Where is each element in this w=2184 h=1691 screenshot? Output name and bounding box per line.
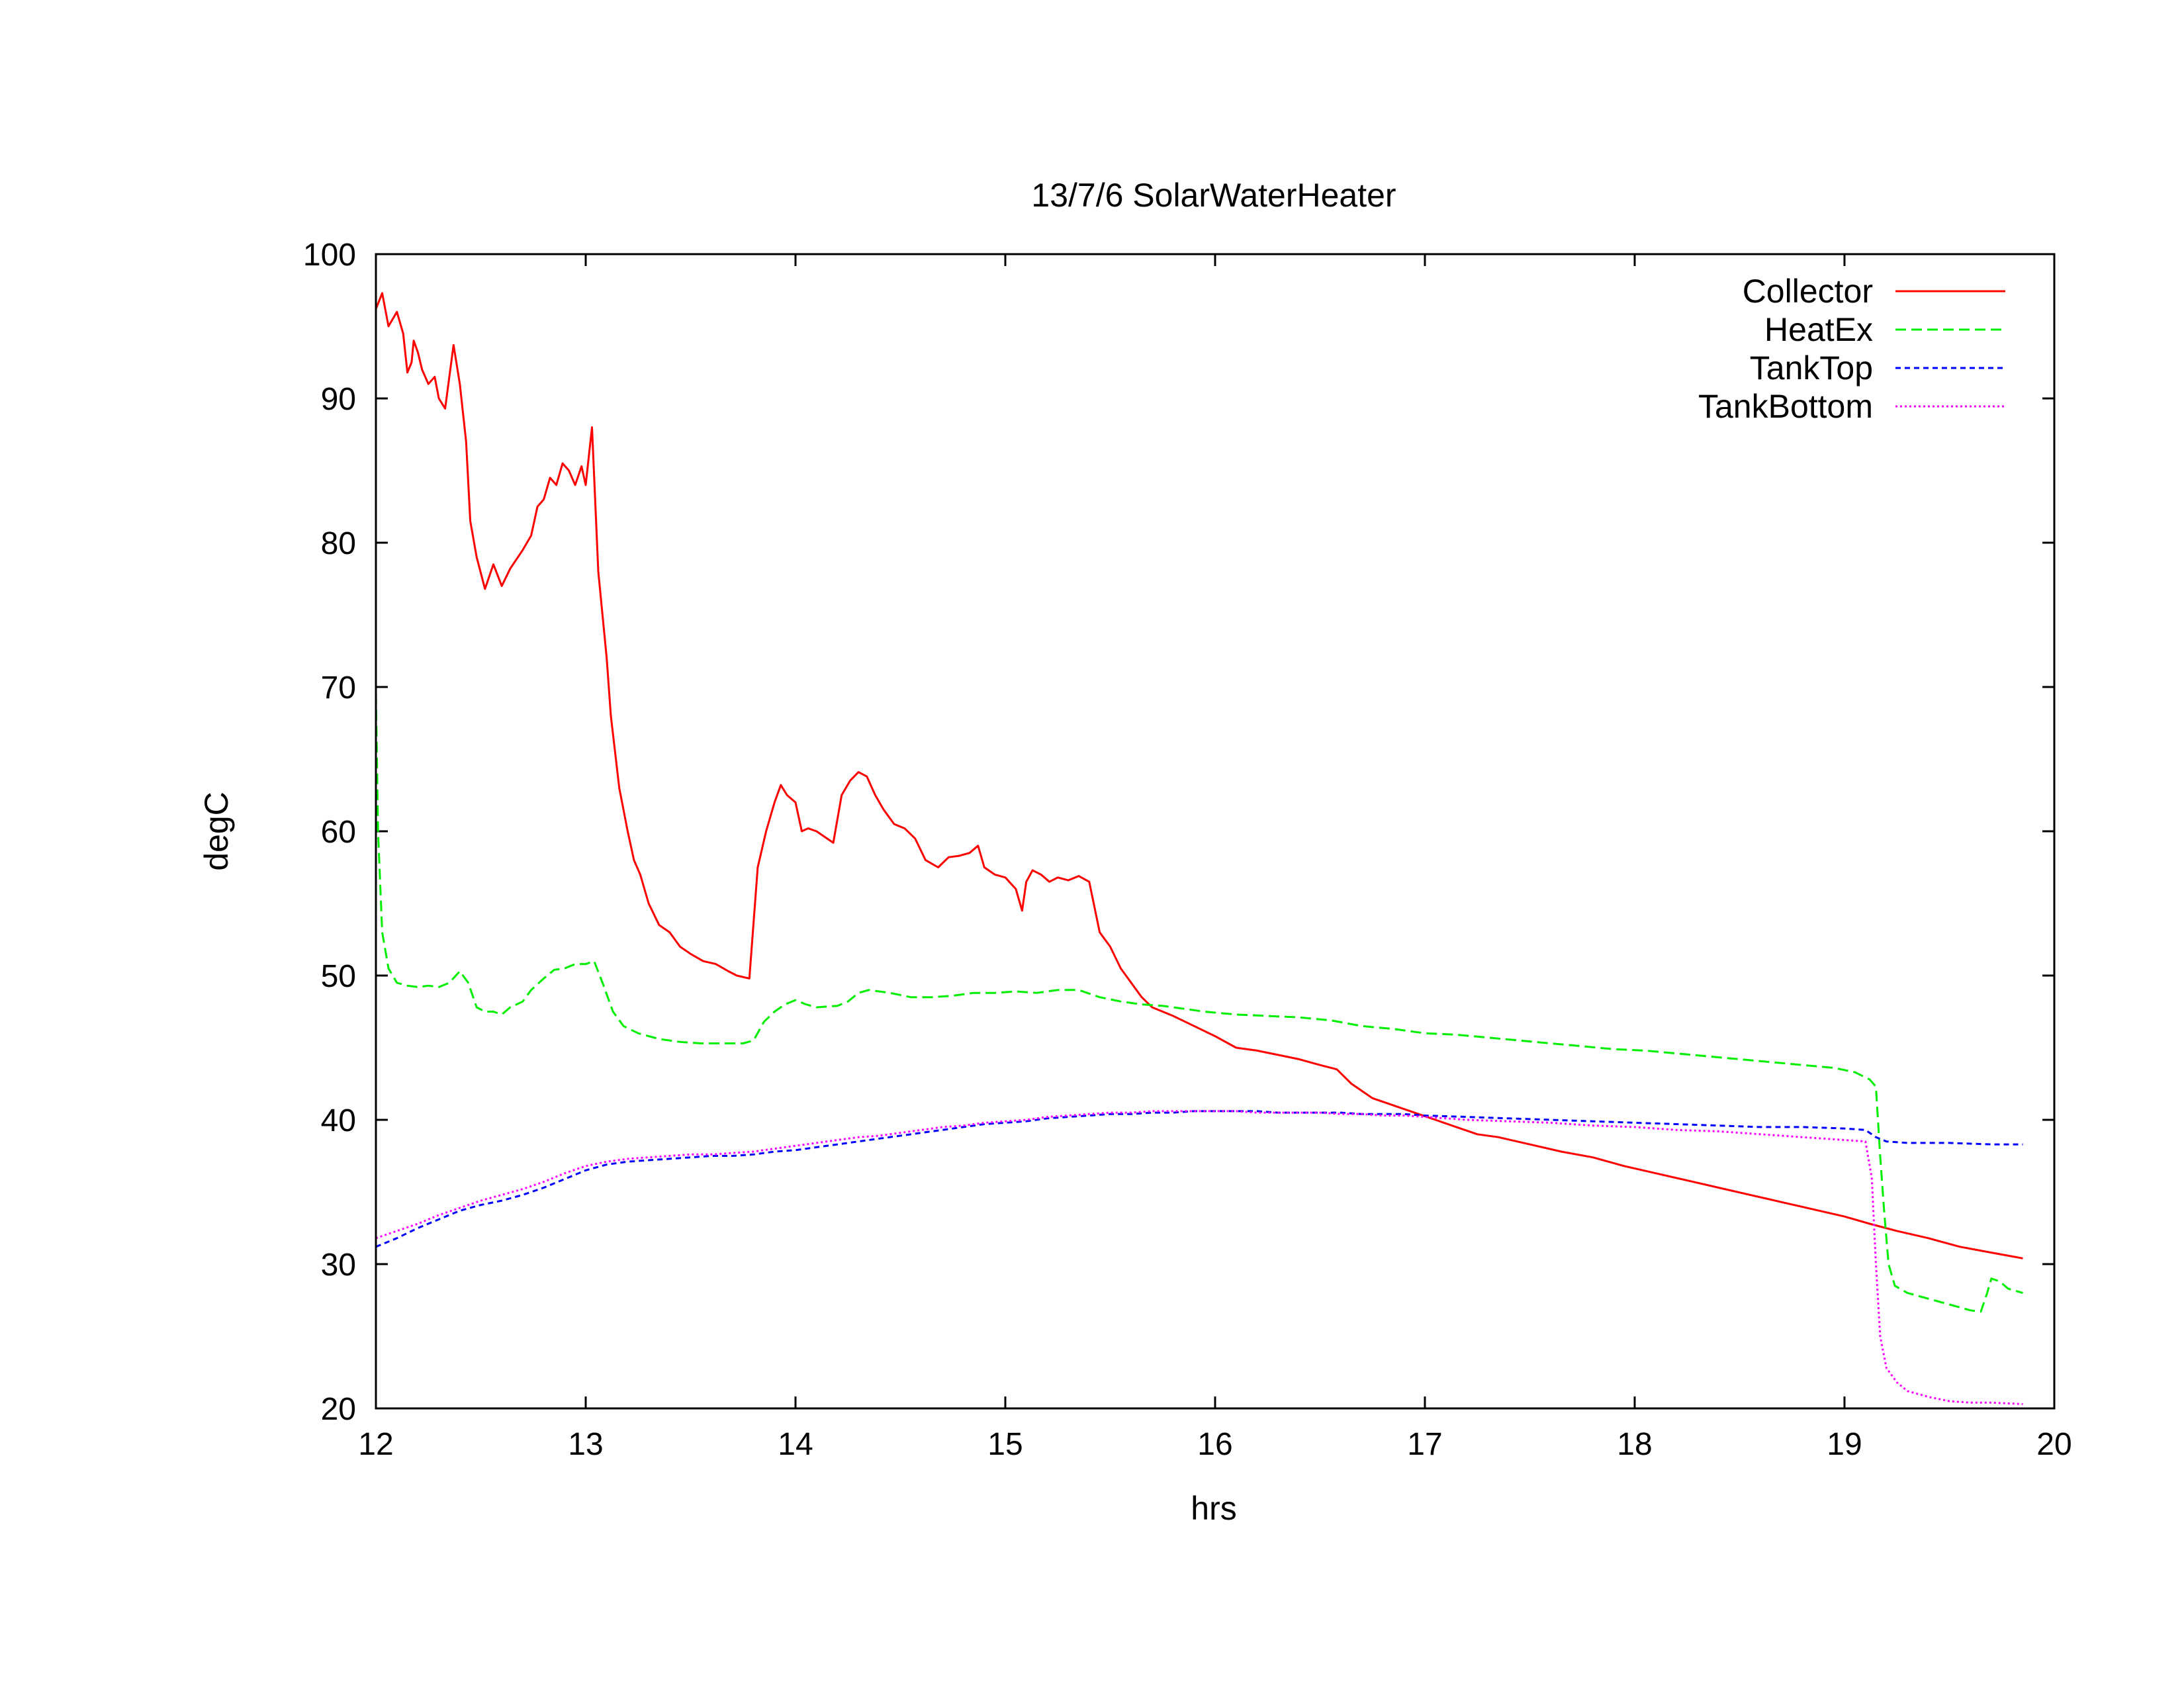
x-tick-label: 17 (1407, 1427, 1442, 1462)
y-tick-label: 20 (321, 1392, 356, 1427)
y-tick-label: 100 (303, 238, 356, 273)
x-tick-label: 19 (1827, 1427, 1862, 1462)
y-tick-label: 90 (321, 382, 356, 417)
x-tick-label: 18 (1617, 1427, 1652, 1462)
chart-title: 13/7/6 SolarWaterHeater (1031, 177, 1396, 214)
legend-label-tanktop: TankTop (1750, 349, 1873, 387)
x-axis-label: hrs (1191, 1490, 1236, 1527)
y-tick-label: 80 (321, 526, 356, 561)
y-tick-label: 70 (321, 670, 356, 706)
plot-frame (375, 253, 2056, 1410)
series-line-tankbottom (375, 1110, 2023, 1405)
series-line-heatex (375, 694, 2023, 1313)
y-tick-label: 60 (321, 815, 356, 850)
y-tick-label: 50 (321, 959, 356, 994)
x-tick-label: 16 (1197, 1427, 1232, 1462)
y-tick-label: 30 (321, 1248, 356, 1283)
y-axis-label: degC (198, 792, 235, 871)
x-tick-label: 14 (778, 1427, 813, 1462)
series-line-tanktop (375, 1110, 2023, 1248)
legend-label-collector: Collector (1743, 273, 1873, 310)
x-tick-label: 20 (2036, 1427, 2071, 1462)
series-line-collector (375, 292, 2023, 1259)
legend-label-tankbottom: TankBottom (1698, 388, 1873, 425)
y-tick-label: 40 (321, 1103, 356, 1138)
legend-label-heatex: HeatEx (1764, 311, 1873, 348)
x-tick-label: 12 (358, 1427, 393, 1462)
series-layer (375, 292, 2023, 1405)
x-tick-label: 15 (987, 1427, 1023, 1462)
ticks-layer: 12 13 14 15 16 17 18 19 20 20 30 40 50 60 70 80 90 100 (303, 238, 2072, 1462)
x-tick-label: 13 (568, 1427, 603, 1462)
